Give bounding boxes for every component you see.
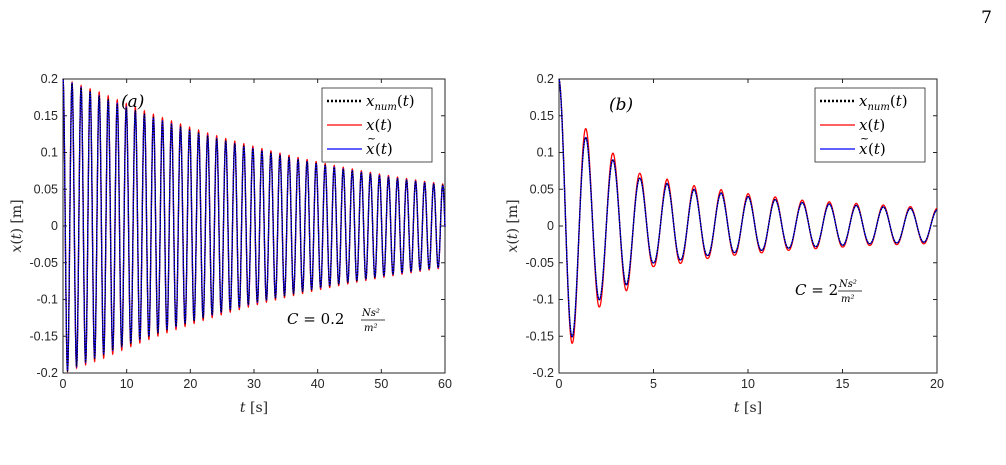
panel-a-ticks: 0 10 20 30 40 50 60 -0.2 -0.15 -0.1 -0.05 0 0.05 0.1 0… bbox=[30, 72, 452, 391]
panel-a-xtick-label: 60 bbox=[438, 377, 452, 391]
panel-b-ytick-label: 0.1 bbox=[537, 146, 554, 160]
panel-b-ytick-label: -0.2 bbox=[532, 366, 554, 380]
panel-a-xlabel: t [s] bbox=[240, 400, 268, 416]
panel-b-ytick-label: -0.1 bbox=[532, 293, 554, 307]
panel-a-annotation: C = 0.2 Ns² m² bbox=[287, 308, 385, 334]
panel-b-xlabel: t [s] bbox=[734, 400, 762, 416]
page-number: 7 bbox=[981, 8, 992, 28]
panel-a-legend-approx: x~ (t) bbox=[366, 132, 393, 158]
panel-b-ytick-label: 0 bbox=[547, 219, 554, 233]
panel-a-ytick-label: 0.15 bbox=[34, 109, 58, 123]
svg-text:C = 0.2: C = 0.2 bbox=[287, 310, 344, 328]
panel-a-legend: xnum(t) x(t) x~ (t) bbox=[321, 87, 433, 163]
panel-a-ytick-label: -0.15 bbox=[30, 329, 59, 343]
panel-b-ylabel: x(t) [m] bbox=[505, 199, 521, 252]
panel-a-ytick-label: 0.1 bbox=[41, 146, 58, 160]
panel-b-legend: xnum(t) x(t) x~ (t) bbox=[814, 87, 926, 163]
panel-b-ytick-label: 0.15 bbox=[530, 109, 554, 123]
panel-b-ytick-label: 0.2 bbox=[537, 72, 554, 86]
panel-a-ytick-label: -0.05 bbox=[30, 256, 59, 270]
panel-b-ytick-label: 0.05 bbox=[530, 182, 554, 196]
panel-b-legend-numeric: xnum(t) bbox=[859, 92, 908, 113]
panel-b-series-numeric bbox=[558, 78, 938, 338]
panel-a-legend-numeric: xnum(t) bbox=[366, 92, 415, 113]
svg-text:Ns²: Ns² bbox=[361, 308, 380, 319]
svg-text:m²: m² bbox=[364, 323, 378, 334]
panel-b-legend-approx: x~ (t) bbox=[859, 132, 886, 158]
panel-b-xtick-label: 15 bbox=[836, 377, 850, 391]
panel-a-xtick-label: 50 bbox=[374, 377, 388, 391]
panel-b-xtick-label: 20 bbox=[930, 377, 944, 391]
panel-a-xtick-label: 40 bbox=[311, 377, 325, 391]
panel-a-legend-exact: x(t) bbox=[366, 116, 392, 134]
panel-a-xtick-label: 20 bbox=[183, 377, 197, 391]
panel-a-xtick-label: 0 bbox=[60, 377, 67, 391]
panel-b-chart: 0 5 10 15 20 -0.2 -0.15 -0.1 -0.05 0 0.05 0.1 0.15 0.… bbox=[505, 72, 944, 416]
panel-a-chart: 0 10 20 30 40 50 60 -0.2 -0.15 -0.1 -0.05 0 0.05 0.1 0… bbox=[9, 72, 452, 416]
panel-b-ytick-label: -0.15 bbox=[526, 329, 555, 343]
svg-text:C = 2: C = 2 bbox=[795, 281, 838, 299]
panel-b-ticks: 0 5 10 15 20 -0.2 -0.15 -0.1 -0.05 0 0.05 0.1 0.15 0.… bbox=[526, 72, 944, 391]
panel-b-xtick-label: 10 bbox=[741, 377, 755, 391]
panel-b-legend-exact: x(t) bbox=[859, 116, 885, 134]
panel-b-xtick-label: 0 bbox=[556, 377, 563, 391]
panel-a-series-numeric bbox=[62, 78, 446, 373]
panel-a-ytick-label: 0 bbox=[51, 219, 58, 233]
panel-b-ytick-label: -0.05 bbox=[526, 256, 555, 270]
panel-a-ytick-label: -0.2 bbox=[36, 366, 58, 380]
panel-b-curves bbox=[558, 78, 938, 344]
panel-a-ylabel: x(t) [m] bbox=[9, 199, 25, 252]
svg-text:Ns²: Ns² bbox=[838, 279, 857, 290]
panel-a-ytick-label: -0.1 bbox=[36, 293, 58, 307]
panel-b-label: (b) bbox=[609, 95, 633, 115]
panel-a-xtick-label: 10 bbox=[120, 377, 134, 391]
svg-text:m²: m² bbox=[841, 294, 855, 305]
panel-b-annotation: C = 2 Ns² m² bbox=[795, 279, 862, 305]
panel-a-curves bbox=[62, 78, 446, 373]
panel-a-ytick-label: 0.2 bbox=[41, 72, 58, 86]
panel-a-ytick-label: 0.05 bbox=[34, 182, 58, 196]
panel-b-xtick-label: 5 bbox=[650, 377, 657, 391]
panel-a-label: (a) bbox=[121, 92, 144, 112]
panel-a-xtick-label: 30 bbox=[247, 377, 261, 391]
